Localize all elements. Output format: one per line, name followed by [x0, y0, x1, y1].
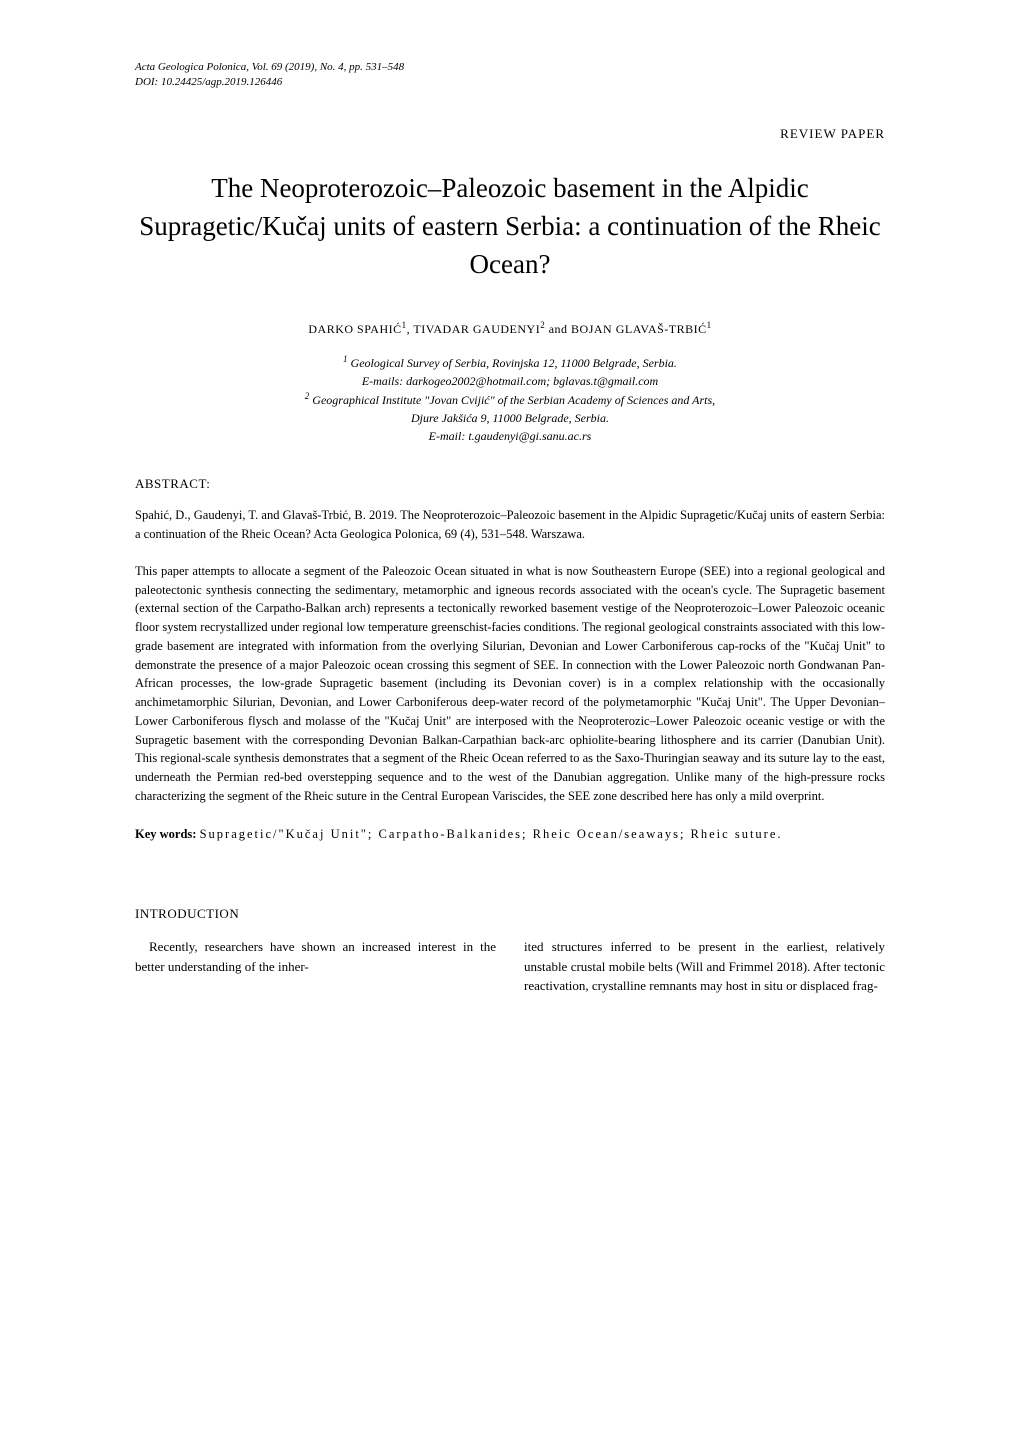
author-3: BOJAN GLAVAŠ-TRBIĆ	[571, 322, 707, 336]
abstract-heading: ABSTRACT:	[135, 475, 885, 493]
keywords-block: Key words: Supragetic/"Kučaj Unit"; Carp…	[135, 824, 885, 844]
header-block: Acta Geologica Polonica, Vol. 69 (2019),…	[135, 60, 885, 90]
intro-paragraph-right: ited structures inferred to be present i…	[524, 937, 885, 996]
aff-2-line1: Geographical Institute "Jovan Cvijić" of…	[309, 393, 715, 407]
intro-paragraph-left: Recently, researchers have shown an incr…	[135, 937, 496, 976]
author-3-affmark: 1	[707, 320, 712, 330]
author-1: DARKO SPAHIĆ	[308, 322, 401, 336]
abstract-citation: Spahić, D., Gaudenyi, T. and Glavaš-Trbi…	[135, 506, 885, 544]
intro-col-left: INTRODUCTION Recently, researchers have …	[135, 879, 496, 996]
author-2: TIVADAR GAUDENYI	[413, 322, 540, 336]
affiliations-block: 1 Geological Survey of Serbia, Rovinjska…	[135, 353, 885, 445]
paper-title: The Neoproterozoic–Paleozoic basement in…	[135, 170, 885, 283]
journal-line: Acta Geologica Polonica, Vol. 69 (2019),…	[135, 60, 404, 75]
aff-1-line2: E-mails: darkogeo2002@hotmail.com; bglav…	[362, 374, 658, 388]
keywords-text: Supragetic/"Kučaj Unit"; Carpatho-Balkan…	[200, 827, 783, 841]
keywords-label: Key words:	[135, 827, 200, 841]
intro-columns: INTRODUCTION Recently, researchers have …	[135, 879, 885, 996]
aff-2-line2: Djure Jakšića 9, 11000 Belgrade, Serbia.	[411, 411, 609, 425]
authors-line: DARKO SPAHIĆ1, TIVADAR GAUDENYI2 and BOJ…	[135, 319, 885, 337]
header-left: Acta Geologica Polonica, Vol. 69 (2019),…	[135, 60, 404, 90]
doi-line: DOI: 10.24425/agp.2019.126446	[135, 75, 404, 90]
author-and: and	[545, 322, 571, 336]
introduction-heading: INTRODUCTION	[135, 904, 496, 924]
aff-1-line1: Geological Survey of Serbia, Rovinjska 1…	[348, 356, 677, 370]
aff-2-line3: E-mail: t.gaudenyi@gi.sanu.ac.rs	[429, 429, 592, 443]
abstract-body: This paper attempts to allocate a segmen…	[135, 562, 885, 806]
paper-type-label: REVIEW PAPER	[135, 125, 885, 143]
intro-col-right: — ited structures inferred to be present…	[524, 879, 885, 996]
